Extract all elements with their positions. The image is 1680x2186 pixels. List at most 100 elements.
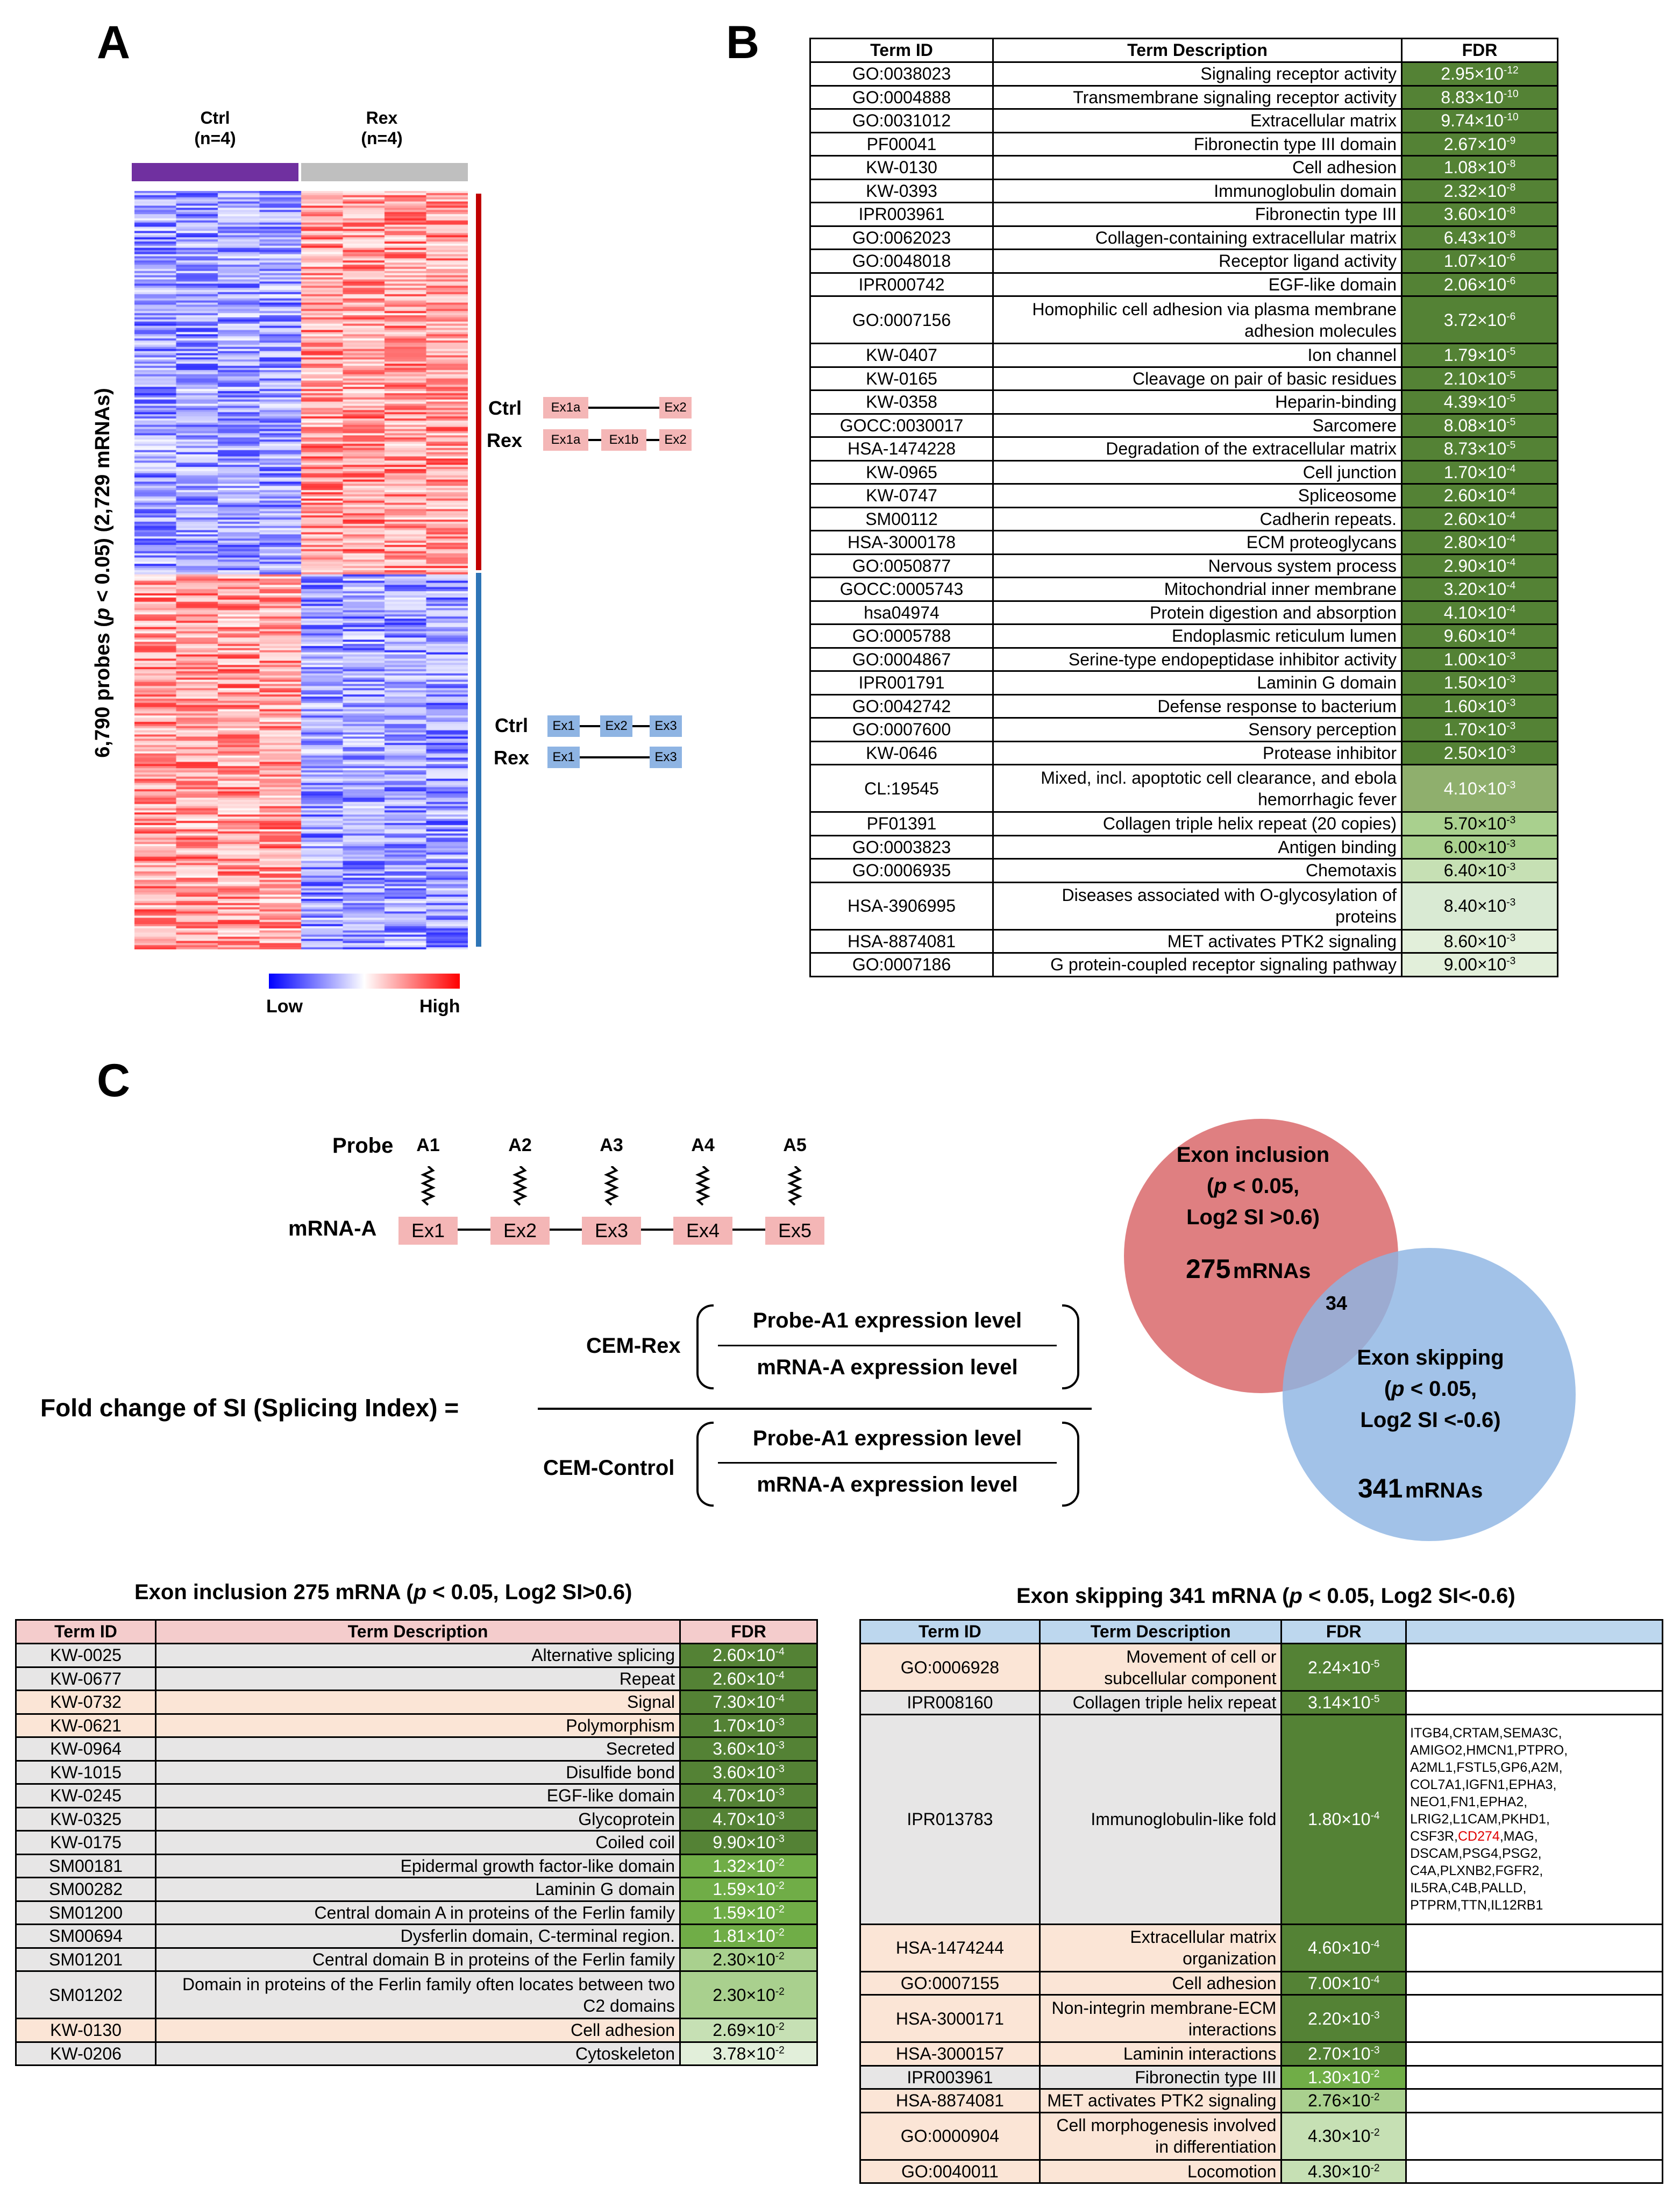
term-desc-cell: Cadherin repeats. [992,506,1403,531]
gene-list-cell [1405,1923,1663,1972]
inset-top-ctrl-line [588,407,659,409]
gene-list-cell [1405,1690,1663,1715]
fdr-cell: 1.07×10-6 [1401,249,1558,274]
skip-count: 341 [1358,1473,1403,1503]
term-id-cell: GO:0050877 [809,553,994,578]
venn-inclusion-count: 275 mRNAs [1186,1253,1311,1284]
table-row: HSA-3000178 ECM proteoglycans 2.80×10-4 [809,530,1558,555]
fdr-cell: 4.30×10-2 [1280,2159,1407,2184]
term-desc-cell: Nervous system process [992,553,1403,578]
term-desc-cell: Laminin interactions [1038,2041,1283,2067]
term-id-cell: SM00112 [809,506,994,531]
table-row: IPR001791 Laminin G domain 1.50×10-3 [809,670,1558,695]
fdr-mantissa: 3.60×10 [1443,204,1507,224]
term-id-cell: hsa04974 [809,600,994,625]
table-row: GO:0062023 Collagen-containing extracellu… [809,225,1558,250]
fdr-exponent: -5 [1370,1658,1380,1670]
probe-label-a2: A2 [508,1135,532,1155]
fdr-exponent: -8 [1506,182,1516,194]
ctrl-paren-left [696,1422,714,1507]
table-row: SM00694 Dysferlin domain, C-terminal regi… [15,1924,818,1949]
term-desc-cell: Antigen binding [992,834,1403,860]
fdr-exponent: -3 [1506,744,1516,756]
term-desc-cell: Fibronectin type III domain [992,131,1403,157]
table-row: PF00041 Fibronectin type III domain 2.67×1… [809,131,1558,157]
table-row: SM00181 Epidermal growth factor-like doma… [15,1853,818,1878]
fdr-exponent: -5 [1370,1693,1380,1705]
term-desc-cell: Dysferlin domain, C-terminal region. [155,1924,681,1949]
inset-bottom-ctrl-line2 [632,725,650,727]
probe-label-a1: A1 [416,1135,440,1155]
fdr-exponent: -3 [1506,932,1516,944]
term-id-cell: GO:0042742 [809,693,994,719]
table-row: GO:0031012 Extracellular matrix 9.74×10-10 [809,108,1558,133]
fdr-exponent: -5 [1506,416,1516,428]
table-row: SM01201 Central domain B in proteins of t… [15,1947,818,1972]
heatmap [134,191,468,949]
fdr-mantissa: 2.06×10 [1443,274,1507,294]
term-desc-cell: Heparin-binding [992,389,1403,415]
fdr-mantissa: 2.10×10 [1443,368,1507,388]
term-desc-cell: Fibronectin type III [992,202,1403,227]
table-row: IPR000742 EGF-like domain 2.06×10-6 [809,272,1558,297]
term-desc-cell: Collagen-containing extracellular matrix [992,225,1403,250]
table-row: HSA-3000157 Laminin interactions 2.70×10-3 [859,2041,1663,2067]
inset-bottom-ctrl-ex3: Ex3 [650,715,682,737]
fdr-mantissa: 1.70×10 [713,1715,775,1735]
term-desc-cell: Polymorphism [155,1713,681,1738]
term-id-cell: HSA-3000178 [809,530,994,555]
term-id-cell: KW-0130 [15,2018,156,2043]
fdr-exponent: -2 [775,1904,785,1915]
term-desc-cell: G protein-coupled receptor signaling pat… [992,952,1403,977]
term-desc-cell: Chemotaxis [992,858,1403,883]
fdr-mantissa: 9.90×10 [713,1833,775,1853]
skip-col-genes [1405,1619,1663,1644]
fdr-mantissa: 6.00×10 [1443,837,1507,857]
fdr-mantissa: 2.80×10 [1443,533,1507,552]
term-desc-cell: Ion channel [992,343,1403,368]
term-id-cell: KW-0747 [809,483,994,508]
fdr-mantissa: 8.83×10 [1441,87,1504,107]
y-label-prefix: 6,790 probes ( [91,620,114,758]
panel-b-letter: B [726,17,760,68]
fdr-mantissa: 1.70×10 [1443,720,1507,740]
term-desc-cell: Spliceosome [992,483,1403,508]
term-id-cell: GO:0031012 [809,108,994,133]
gene-list-cell [1405,2041,1663,2067]
term-desc-cell: Cell adhesion [992,155,1403,180]
fdr-mantissa: 3.60×10 [713,1739,775,1759]
incl-p-open: ( [1206,1174,1214,1198]
fdr-mantissa: 1.70×10 [1443,462,1507,482]
term-desc-cell: Cleavage on pair of basic residues [992,366,1403,391]
ctrl-n: (n=4) [194,129,236,148]
fdr-exponent: -3 [1506,673,1516,685]
fdr-exponent: -3 [1370,2009,1380,2021]
fdr-cell: 2.06×10-6 [1401,272,1558,297]
fdr-cell: 8.83×10-10 [1401,84,1558,110]
term-desc-cell: Mitochondrial inner membrane [992,577,1403,602]
fdr-mantissa: 4.60×10 [1307,1938,1371,1957]
term-desc-cell: Immunoglobulin domain [992,178,1403,203]
ctrl-paren-right [1062,1422,1079,1507]
fdr-mantissa: 2.95×10 [1441,64,1504,84]
fdr-cell: 1.30×10-2 [1280,2064,1407,2090]
fdr-cell: 2.60×10-4 [1401,506,1558,531]
term-desc-cell: Sensory perception [992,717,1403,742]
table-row: KW-0130 Cell adhesion 1.08×10-8 [809,155,1558,180]
table-row: GOCC:0005743 Mitochondrial inner membrane… [809,577,1558,602]
table-row: HSA-3906995 Diseases associated with O-gl… [809,881,1558,931]
fdr-exponent: -3 [775,1833,785,1845]
probe-label-a5: A5 [783,1135,807,1155]
fdr-cell: 1.70×10-3 [1401,717,1558,742]
fdr-mantissa: 8.08×10 [1443,415,1507,435]
term-desc-cell: Signal [155,1690,681,1715]
fdr-mantissa: 1.80×10 [1307,1809,1371,1829]
col-term-desc: Term Description [992,38,1403,63]
term-desc-cell: Extracellular matrix organization [1038,1923,1283,1972]
fdr-exponent: -4 [1506,557,1516,569]
table-row: GO:0007186 G protein-coupled receptor sig… [809,952,1558,977]
term-id-cell: GO:0003823 [809,834,994,860]
table-row: IPR008160 Collagen triple helix repeat 3.1… [859,1690,1663,1715]
fdr-exponent: -12 [1503,65,1519,76]
term-desc-cell: Collagen triple helix repeat (20 copies) [992,811,1403,836]
